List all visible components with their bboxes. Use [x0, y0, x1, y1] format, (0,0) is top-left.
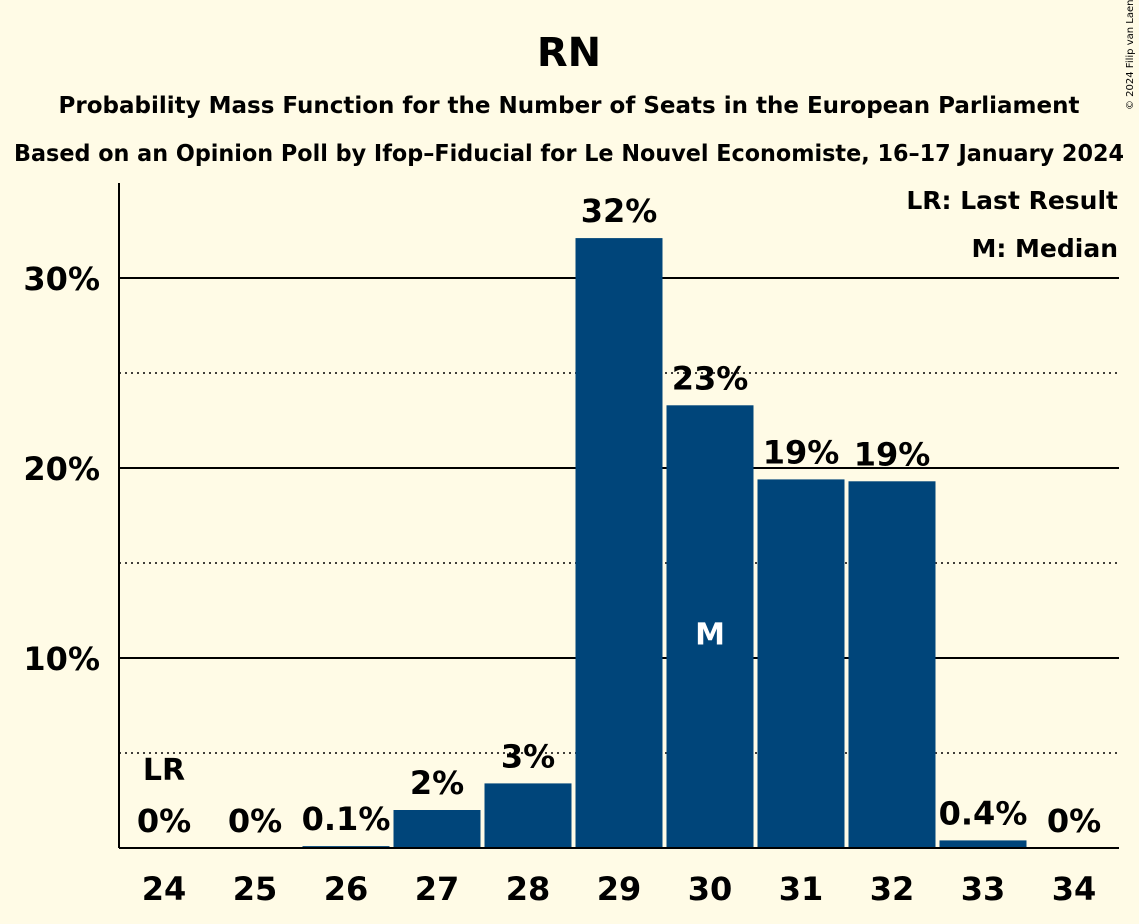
data-label-24: 0%	[137, 802, 191, 840]
data-label-32: 19%	[854, 435, 931, 473]
bar-32	[848, 481, 936, 848]
y-tick-labels: 10% 20% 30%	[23, 260, 100, 678]
legend-last-result: LR: Last Result	[906, 186, 1118, 215]
legend-median: M: Median	[971, 234, 1118, 263]
data-label-30: 23%	[672, 359, 749, 397]
copyright-notice: © 2024 Filip van Laenen	[1125, 0, 1136, 110]
bar-29	[575, 238, 663, 849]
y-tick-30: 30%	[23, 260, 100, 298]
x-tick-28: 28	[506, 870, 551, 908]
data-label-29: 32%	[581, 192, 658, 230]
data-label-31: 19%	[763, 433, 840, 471]
x-tick-labels: 24 25 26 27 28 29 30 31 32 33 34	[142, 870, 1097, 908]
y-tick-20: 20%	[23, 450, 100, 488]
data-label-25: 0%	[228, 802, 282, 840]
x-tick-27: 27	[415, 870, 460, 908]
y-tick-10: 10%	[23, 640, 100, 678]
chart-subtitle: Probability Mass Function for the Number…	[59, 93, 1080, 119]
bar-30	[666, 405, 754, 848]
data-labels: 0% LR 0% 0.1% 2% 3% 32% 23% M 19% 19% 0.4% 0%	[137, 192, 1101, 840]
data-label-28: 3%	[501, 737, 555, 775]
legend: LR: Last Result M: Median	[906, 186, 1118, 263]
chart-title: RN	[537, 30, 601, 76]
bar-27	[393, 810, 481, 848]
data-label-34: 0%	[1047, 802, 1101, 840]
axes	[118, 183, 1119, 849]
x-tick-32: 32	[870, 870, 915, 908]
x-tick-34: 34	[1052, 870, 1097, 908]
bars	[302, 238, 1027, 849]
chart-subtitle-source: Based on an Opinion Poll by Ifop–Fiducia…	[14, 141, 1124, 167]
x-tick-33: 33	[961, 870, 1006, 908]
x-tick-29: 29	[597, 870, 642, 908]
bar-33	[939, 840, 1027, 848]
bar-28	[484, 783, 572, 848]
median-marker: M	[695, 617, 725, 652]
data-label-26: 0.1%	[302, 800, 391, 838]
data-label-27: 2%	[410, 764, 464, 802]
data-label-33: 0.4%	[939, 794, 1028, 832]
x-tick-24: 24	[142, 870, 187, 908]
x-tick-26: 26	[324, 870, 369, 908]
bar-31	[757, 479, 845, 848]
last-result-marker: LR	[143, 753, 185, 788]
x-tick-30: 30	[688, 870, 733, 908]
x-tick-31: 31	[779, 870, 824, 908]
x-tick-25: 25	[233, 870, 278, 908]
